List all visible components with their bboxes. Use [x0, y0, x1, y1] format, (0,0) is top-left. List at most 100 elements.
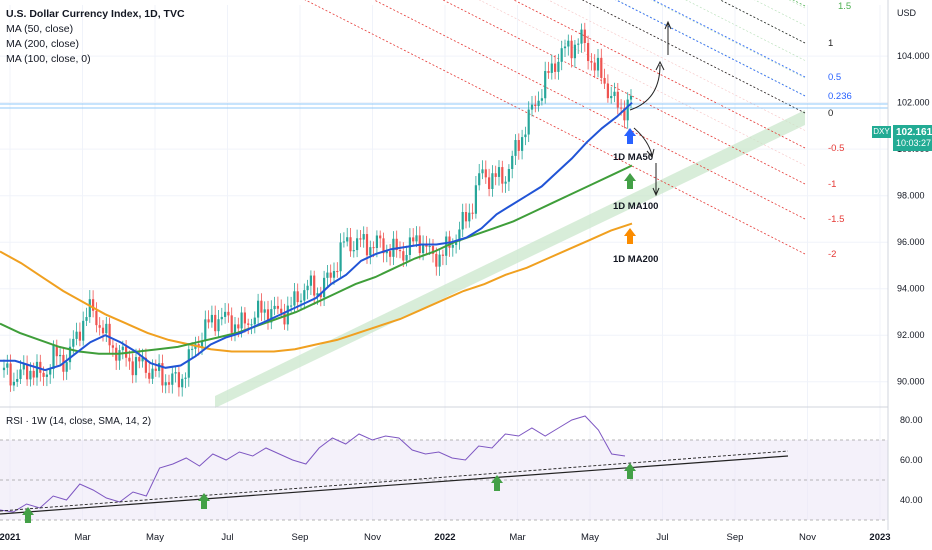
- ma200-line: [0, 222, 633, 353]
- fib-channel: 1.5 1 0.5 0.236 0 -0.5 -1 -1.5 -2: [0, 0, 888, 408]
- candle-body: [247, 323, 250, 325]
- candle-body: [580, 29, 583, 44]
- rsi-trendline: [0, 455, 789, 515]
- candle-body: [514, 140, 517, 156]
- time-tick-label: Sep: [292, 532, 309, 543]
- candle-body: [550, 63, 553, 73]
- candle-body: [154, 368, 157, 371]
- price-tick-label: 98.000: [897, 191, 925, 201]
- candle-body: [507, 169, 510, 182]
- candle-body: [484, 169, 487, 178]
- candle-body: [517, 140, 520, 151]
- candle-body: [181, 378, 184, 388]
- time-tick-label: May: [581, 532, 599, 543]
- candle-body: [95, 310, 98, 326]
- legend-ma100[interactable]: MA (100, close, 0): [6, 53, 91, 65]
- last-price: 102.161: [896, 127, 932, 138]
- candle-body: [583, 29, 586, 43]
- chart-legend: U.S. Dollar Currency Index, 1D, TVC MA (…: [6, 7, 185, 67]
- candle-body: [299, 300, 303, 303]
- candle-body: [263, 309, 266, 313]
- candle-body: [362, 234, 365, 240]
- candle-body: [488, 177, 491, 189]
- candle-body: [458, 229, 461, 242]
- candle-body: [171, 373, 174, 385]
- candle-body: [603, 77, 606, 84]
- candle-body: [412, 237, 415, 242]
- candle-body: [2, 367, 6, 371]
- ma100-arrow: [624, 173, 636, 189]
- last-price-badge: 102.161 10:03:27: [893, 125, 932, 151]
- time-tick-label: May: [146, 532, 164, 543]
- rsi-tick-label: 80.00: [900, 415, 923, 425]
- candle-body: [385, 251, 388, 254]
- candle-body: [389, 251, 392, 257]
- candle-body: [280, 308, 283, 314]
- time-tick-label: 2022: [434, 532, 455, 543]
- candle-body: [214, 314, 217, 332]
- candle-body: [610, 96, 613, 99]
- candle-body: [207, 319, 210, 323]
- candle-body: [379, 235, 382, 239]
- countdown: 10:03:27: [896, 138, 932, 148]
- candle-body: [32, 370, 35, 378]
- candle-body: [352, 250, 355, 252]
- candle-body: [504, 181, 507, 184]
- candle-body: [35, 361, 39, 378]
- candle-body: [161, 363, 164, 386]
- candle-body: [451, 244, 454, 248]
- candle-body: [623, 108, 626, 121]
- candle-body: [441, 254, 444, 256]
- candle-body: [257, 300, 260, 318]
- candle-body: [293, 291, 296, 306]
- candle-body: [59, 354, 62, 357]
- candle-body: [26, 364, 29, 380]
- candle-body: [273, 305, 276, 310]
- candle-body: [620, 107, 623, 109]
- candle-body: [88, 299, 91, 318]
- time-tick-label: Jul: [656, 532, 668, 543]
- candle-body: [118, 350, 121, 361]
- candle-body: [12, 381, 15, 386]
- candle-body: [471, 212, 474, 214]
- candle-body: [613, 91, 616, 97]
- price-tick-label: 90.000: [897, 377, 925, 387]
- candle-body: [220, 316, 223, 320]
- fib-level-label: 1: [828, 38, 833, 49]
- candle-body: [227, 311, 230, 316]
- candle-body: [590, 61, 593, 63]
- candle-body: [167, 382, 171, 385]
- moving-averages: [0, 101, 633, 372]
- fib-level-label: -1.5: [828, 214, 844, 225]
- candle-body: [141, 357, 144, 362]
- candle-body: [237, 324, 240, 329]
- rsi-arrow: [491, 475, 503, 491]
- candle-body: [375, 235, 378, 248]
- candle-body: [134, 357, 138, 376]
- candle-body: [131, 361, 134, 376]
- candle-body: [6, 363, 9, 368]
- candle-body: [313, 275, 316, 296]
- symbol-badge: DXY: [872, 126, 891, 138]
- candle-body: [346, 237, 349, 242]
- candle-body: [148, 372, 151, 379]
- candle-body: [326, 272, 329, 278]
- candle-body: [534, 104, 537, 107]
- candle-body: [524, 134, 527, 138]
- rsi-tick-label: 40.00: [900, 495, 923, 505]
- ma50-line: [0, 101, 633, 372]
- legend-ma50[interactable]: MA (50, close): [6, 23, 74, 35]
- candle-body: [494, 173, 497, 177]
- legend-ma200[interactable]: MA (200, close): [6, 38, 79, 50]
- candle-body: [65, 362, 68, 372]
- candle-body: [570, 40, 573, 59]
- candle-body: [82, 320, 85, 341]
- candle-body: [359, 238, 362, 240]
- rsi-legend[interactable]: RSI · 1W (14, close, SMA, 14, 2): [6, 416, 152, 427]
- candle-body: [398, 250, 402, 252]
- candle-body: [174, 372, 177, 374]
- candle-body: [266, 309, 270, 323]
- candle-body: [138, 357, 141, 362]
- projection-up-head2: [664, 20, 672, 30]
